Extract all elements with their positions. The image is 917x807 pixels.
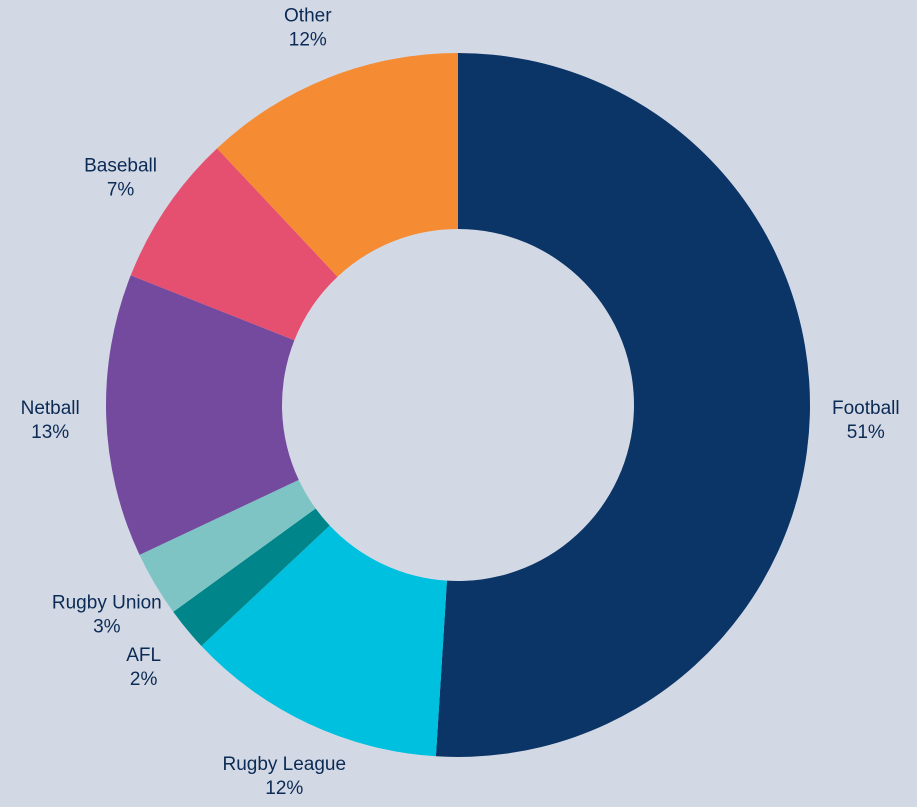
value-label: 3%	[93, 617, 121, 638]
category-label: Netball	[21, 398, 80, 419]
value-label: 2%	[130, 669, 158, 690]
category-label: Baseball	[84, 156, 157, 177]
slice-label: Rugby Union 3%	[52, 593, 162, 638]
slice-label: Other 12%	[284, 6, 332, 51]
slice-label: Baseball 7%	[84, 156, 157, 201]
donut-slice	[106, 275, 299, 555]
category-label: Other	[284, 6, 332, 27]
donut-slice	[435, 53, 810, 757]
slice-label: Netball 13%	[21, 398, 80, 443]
donut-slice	[130, 148, 338, 341]
donut-slice	[139, 479, 316, 612]
donut-slice	[173, 508, 330, 646]
value-label: 12%	[289, 30, 327, 51]
slice-label: Football 51%	[832, 398, 900, 443]
value-label: 7%	[107, 180, 135, 201]
category-label: Rugby League	[222, 754, 346, 775]
donut-slice	[217, 53, 458, 277]
slice-label: AFL 2%	[126, 645, 161, 690]
category-label: Rugby Union	[52, 593, 162, 614]
category-label: Football	[832, 398, 900, 419]
value-label: 12%	[265, 778, 303, 799]
slice-label: Rugby League 12%	[222, 754, 346, 799]
value-label: 13%	[31, 422, 69, 443]
value-label: 51%	[847, 422, 885, 443]
donut-slice	[201, 525, 447, 757]
category-label: AFL	[126, 645, 161, 666]
